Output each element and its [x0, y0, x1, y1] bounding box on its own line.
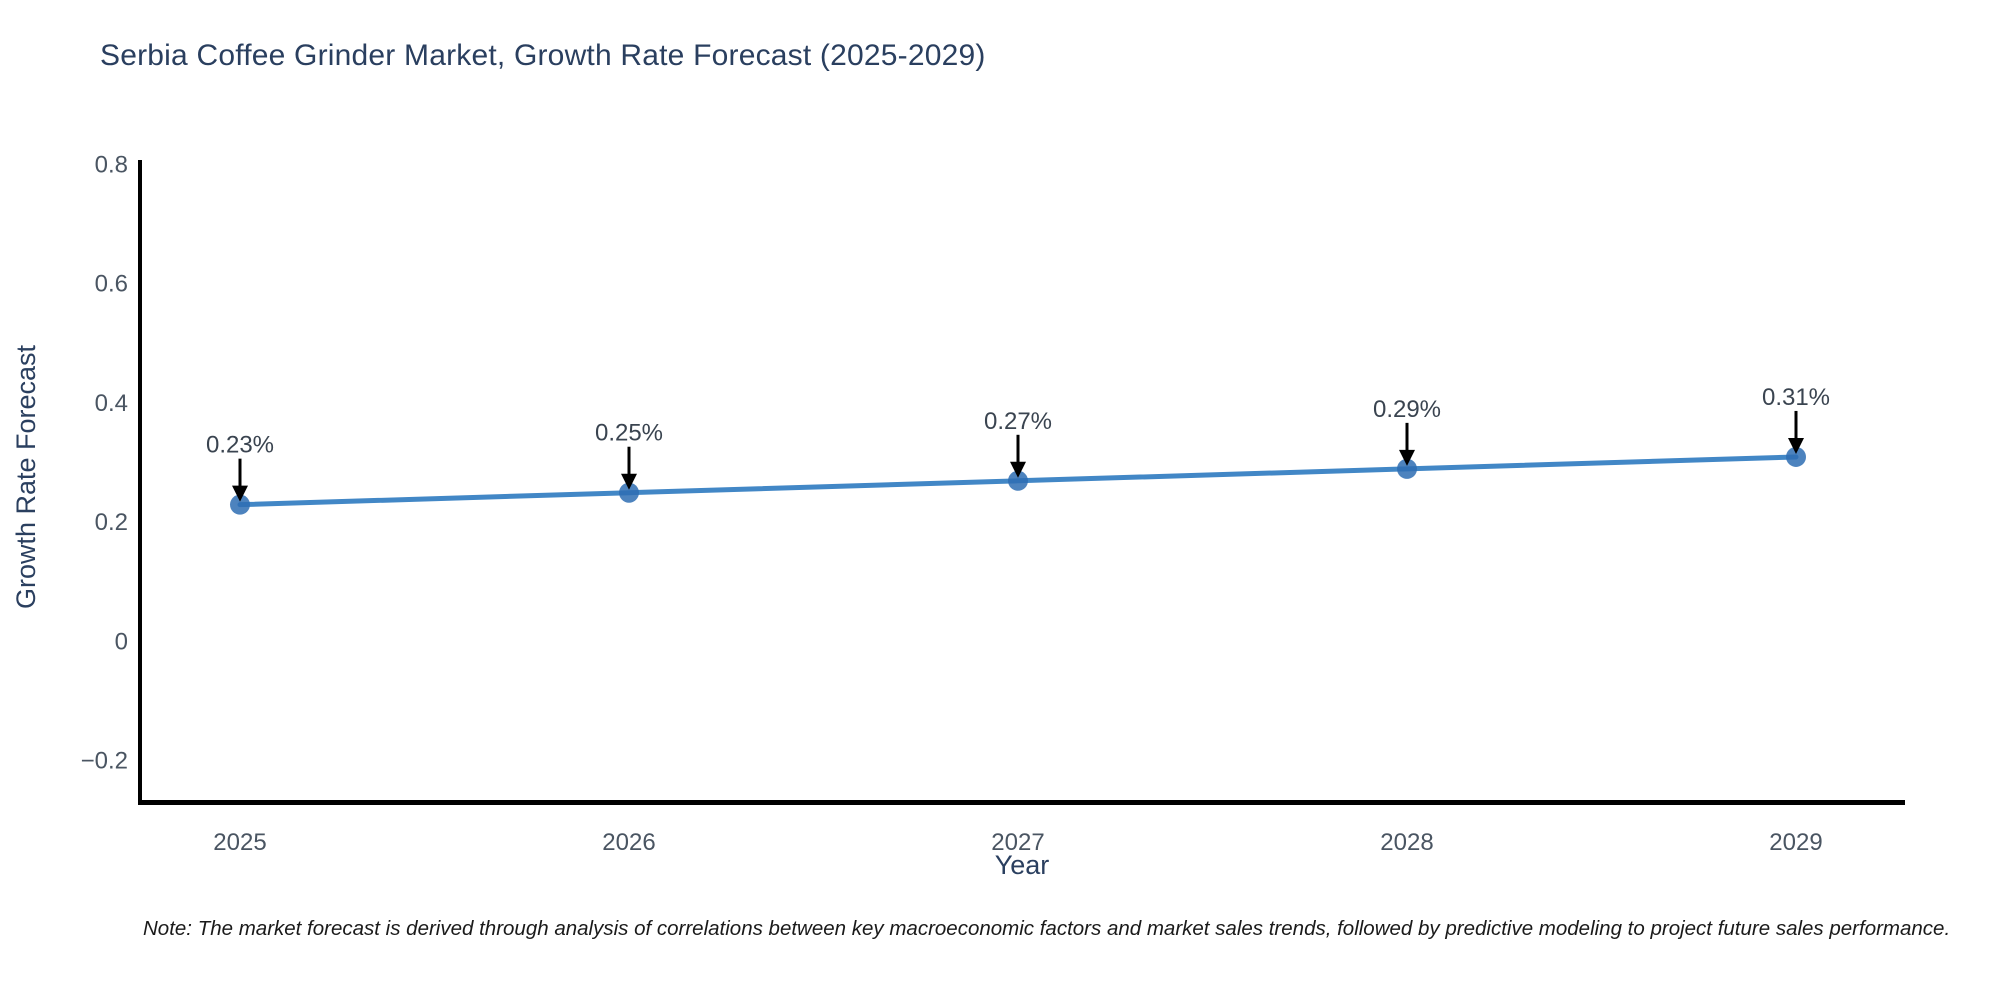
data-point-marker: [230, 494, 250, 515]
data-point-label: 0.27%: [984, 408, 1052, 435]
annotation-arrowhead: [1788, 437, 1804, 454]
x-tick-label: 2027: [991, 829, 1044, 856]
y-tick-label: 0.4: [95, 390, 128, 417]
chart-title: Serbia Coffee Grinder Market, Growth Rat…: [100, 39, 986, 72]
x-tick-label: 2025: [213, 829, 266, 856]
x-axis-title: Year: [995, 850, 1050, 880]
data-point-marker: [1008, 470, 1028, 491]
y-tick-label: 0: [115, 628, 128, 655]
data-point-marker: [1397, 458, 1417, 479]
annotation-arrowhead: [232, 485, 248, 502]
annotation-arrowhead: [1399, 449, 1415, 466]
y-tick-label: −0.2: [81, 748, 128, 775]
x-tick-label: 2029: [1769, 829, 1822, 856]
data-point-label: 0.23%: [206, 432, 274, 459]
data-point-label: 0.31%: [1762, 384, 1830, 411]
y-tick-label: 0.8: [95, 151, 128, 178]
data-point-marker: [1786, 446, 1806, 467]
x-tick-label: 2028: [1380, 829, 1433, 856]
data-point-marker: [619, 482, 639, 503]
y-axis-spine: [138, 160, 142, 805]
x-tick-label: 2026: [602, 829, 655, 856]
y-tick-label: 0.2: [95, 509, 128, 536]
y-axis-title: Growth Rate Forecast: [11, 344, 41, 609]
footnote: Note: The market forecast is derived thr…: [143, 917, 1951, 940]
annotation-arrowhead: [1010, 461, 1026, 478]
annotation-arrowhead: [621, 473, 637, 490]
data-point-label: 0.25%: [595, 420, 663, 447]
x-axis-spine: [138, 800, 1905, 805]
y-tick-label: 0.6: [95, 271, 128, 298]
data-point-label: 0.29%: [1373, 396, 1441, 423]
